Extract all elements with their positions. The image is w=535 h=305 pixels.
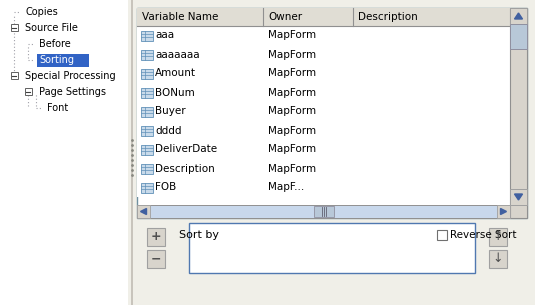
Text: DeliverDate: DeliverDate [155, 145, 217, 155]
Bar [137, 140, 510, 159]
Bar [147, 250, 165, 268]
Bar [489, 228, 507, 246]
Text: Sort by: Sort by [179, 230, 219, 240]
Bar [141, 30, 153, 41]
Text: Buyer: Buyer [155, 106, 186, 117]
Text: FOB: FOB [155, 182, 176, 192]
Text: MapForm: MapForm [268, 30, 316, 41]
Text: MapForm: MapForm [268, 69, 316, 78]
Text: MapForm: MapForm [268, 49, 316, 59]
Text: Before: Before [39, 39, 71, 49]
Bar [141, 106, 153, 117]
Bar [137, 83, 510, 102]
Text: MapForm: MapForm [268, 163, 316, 174]
Bar [141, 88, 153, 98]
Text: Page Settings: Page Settings [39, 87, 106, 97]
Bar [141, 69, 153, 78]
Bar [137, 8, 527, 218]
Bar [147, 228, 165, 246]
Bar [137, 64, 510, 83]
Text: ↑: ↑ [493, 231, 503, 243]
Text: −: − [151, 253, 161, 265]
Bar [137, 205, 150, 218]
Bar [141, 163, 153, 174]
Bar [141, 145, 153, 155]
Text: MapForm: MapForm [268, 125, 316, 135]
Text: Variable Name: Variable Name [142, 12, 218, 22]
Bar [141, 49, 153, 59]
Polygon shape [515, 194, 523, 200]
Text: Copies: Copies [25, 7, 58, 17]
Text: Font: Font [47, 103, 68, 113]
Text: Sorting: Sorting [39, 55, 74, 65]
Bar [510, 24, 527, 49]
Bar [11, 72, 18, 79]
Text: Owner: Owner [268, 12, 302, 22]
Text: Reverse Sort: Reverse Sort [450, 230, 516, 240]
Bar [314, 206, 333, 217]
Text: BONum: BONum [155, 88, 195, 98]
Bar [510, 8, 527, 218]
Bar [25, 88, 32, 95]
Text: aaa: aaa [155, 30, 174, 41]
Bar [0, 0, 128, 305]
Polygon shape [141, 209, 147, 214]
Bar [137, 26, 510, 45]
Bar [510, 8, 527, 24]
Text: Amount: Amount [155, 69, 196, 78]
Bar [137, 178, 510, 197]
Polygon shape [501, 209, 507, 214]
Text: +: + [151, 231, 162, 243]
Bar [11, 24, 18, 31]
Text: Special Processing: Special Processing [25, 71, 116, 81]
Bar [37, 54, 89, 67]
Bar [497, 205, 510, 218]
Text: Description: Description [155, 163, 215, 174]
Bar [437, 230, 447, 240]
Text: Source File: Source File [25, 23, 78, 33]
Text: MapForm: MapForm [268, 88, 316, 98]
Bar [137, 205, 510, 218]
Text: aaaaaaa: aaaaaaa [155, 49, 200, 59]
Text: Description: Description [358, 12, 418, 22]
Text: MapForm: MapForm [268, 145, 316, 155]
Text: ↓: ↓ [493, 253, 503, 265]
Bar [137, 159, 510, 178]
Bar [141, 125, 153, 135]
Bar [489, 250, 507, 268]
Bar [131, 0, 133, 305]
Text: MapForm: MapForm [268, 106, 316, 117]
Bar [137, 8, 510, 26]
Bar [510, 189, 527, 205]
Bar [137, 102, 510, 121]
Bar [141, 182, 153, 192]
Bar [137, 45, 510, 64]
Polygon shape [515, 13, 523, 19]
Bar [189, 223, 475, 273]
Text: dddd: dddd [155, 125, 181, 135]
Bar [137, 121, 510, 140]
Text: MapF...: MapF... [268, 182, 304, 192]
